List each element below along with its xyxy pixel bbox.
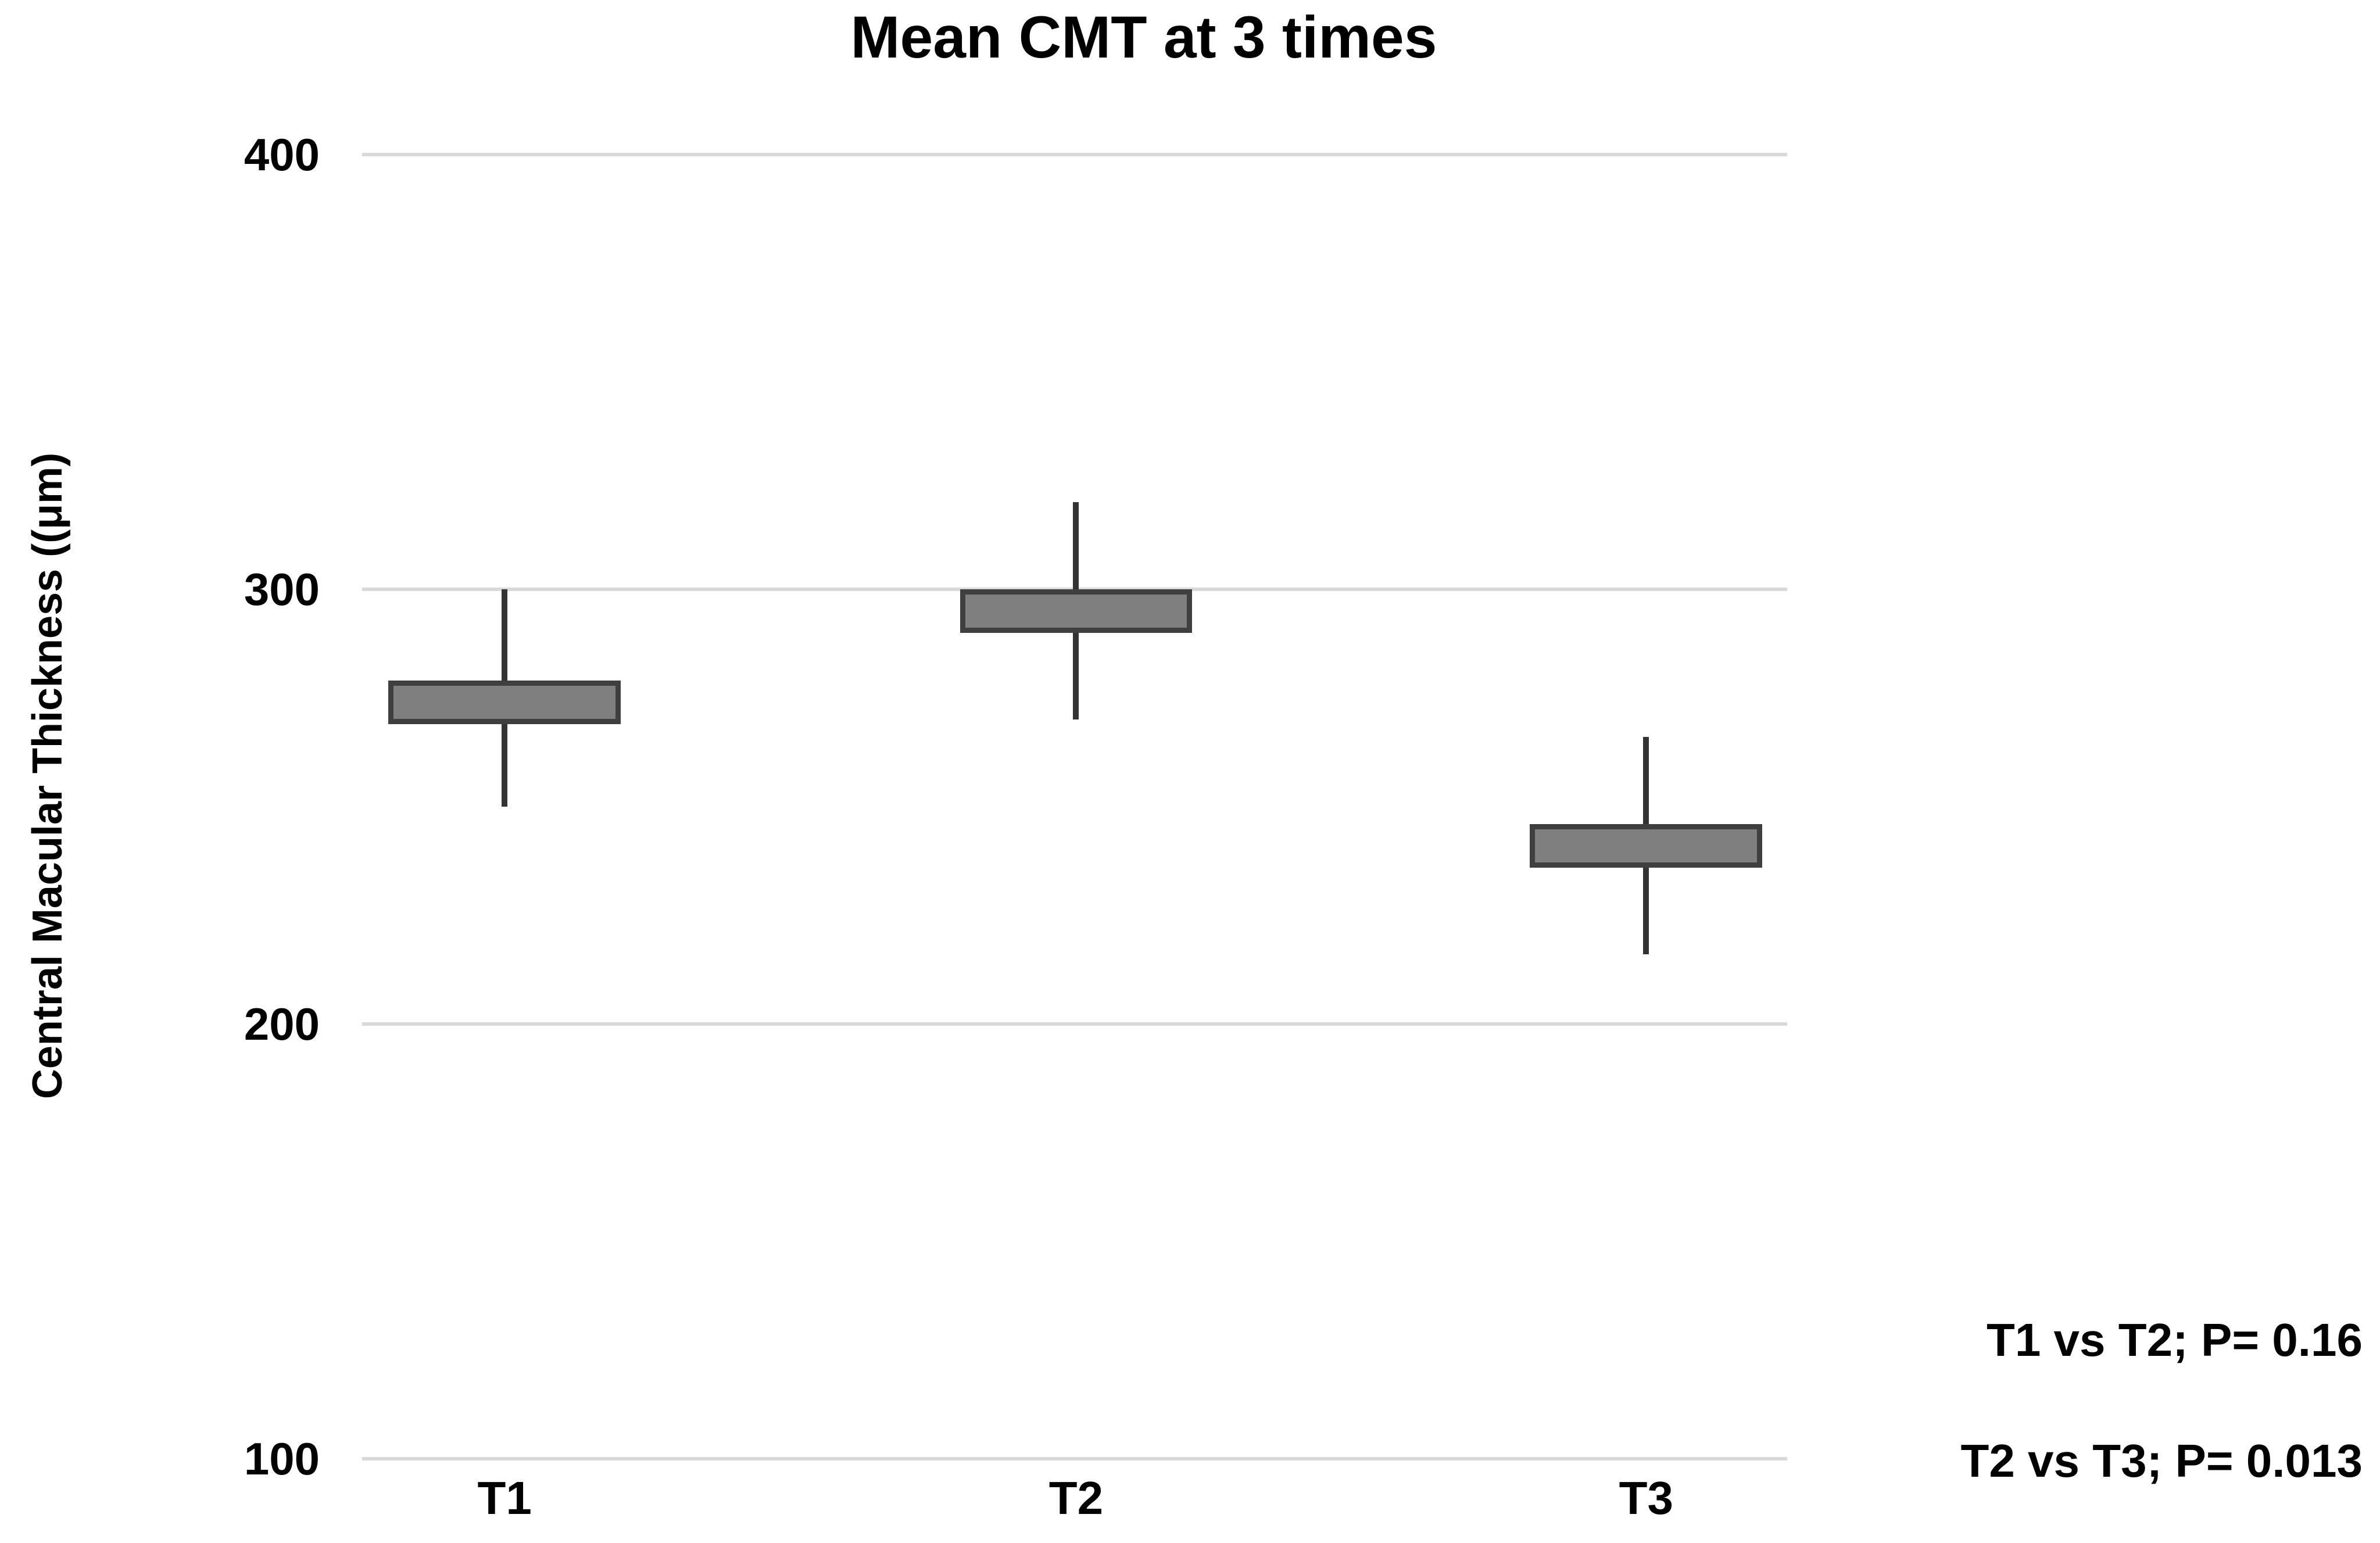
y-tick-label-200: 200 (244, 998, 320, 1050)
annotation-t2-vs-t3: T2 vs T3; P= 0.013 (1960, 1435, 2363, 1487)
plot-area (362, 153, 1787, 1460)
box-T3 (1530, 824, 1763, 868)
y-tick-label-400: 400 (244, 129, 320, 180)
x-axis-labels: T1 T2 T3 (362, 1472, 1787, 1541)
x-label-T3: T3 (1619, 1472, 1673, 1524)
x-label-T1: T1 (477, 1472, 532, 1524)
y-tick-label-100: 100 (244, 1433, 320, 1484)
gridline-200 (362, 1022, 1787, 1026)
annotation-t1-vs-t2: T1 vs T2; P= 0.16 (1986, 1314, 2363, 1366)
gridline-100 (362, 1457, 1787, 1460)
gridline-400 (362, 153, 1787, 156)
x-label-T2: T2 (1048, 1472, 1104, 1524)
box-T1 (388, 681, 621, 724)
p-value-annotations: T1 vs T2; P= 0.16 T2 vs T3; P= 0.013 (1960, 1312, 2363, 1489)
chart-title: Mean CMT at 3 times (850, 4, 1437, 70)
box-T2 (960, 589, 1193, 633)
y-axis-tick-labels: 400 300 200 100 (0, 129, 320, 1484)
y-tick-label-300: 300 (244, 564, 320, 615)
